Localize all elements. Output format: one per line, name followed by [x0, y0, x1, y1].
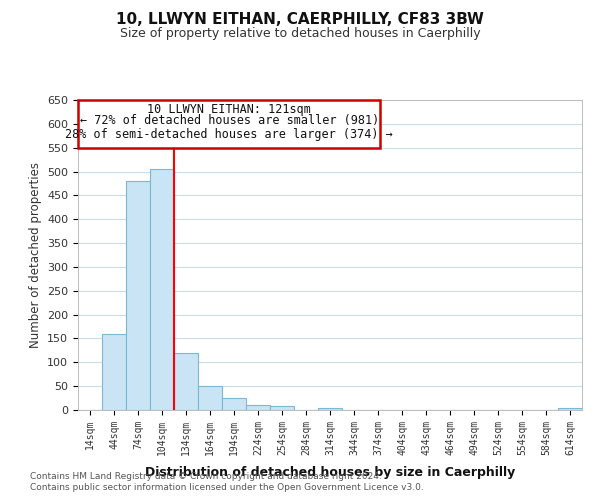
FancyBboxPatch shape	[78, 100, 380, 148]
Text: Size of property relative to detached houses in Caerphilly: Size of property relative to detached ho…	[119, 28, 481, 40]
Bar	[270, 406, 294, 410]
Bar	[174, 353, 198, 410]
Y-axis label: Number of detached properties: Number of detached properties	[29, 162, 41, 348]
Text: Contains HM Land Registry data © Crown copyright and database right 2024.: Contains HM Land Registry data © Crown c…	[30, 472, 382, 481]
Text: Contains public sector information licensed under the Open Government Licence v3: Contains public sector information licen…	[30, 484, 424, 492]
Bar	[318, 408, 342, 410]
Bar	[222, 398, 246, 410]
Bar	[126, 181, 150, 410]
Bar	[198, 386, 222, 410]
Text: 10 LLWYN EITHAN: 121sqm: 10 LLWYN EITHAN: 121sqm	[147, 103, 311, 116]
Bar	[246, 405, 270, 410]
Text: 28% of semi-detached houses are larger (374) →: 28% of semi-detached houses are larger (…	[65, 128, 393, 141]
Bar	[102, 334, 126, 410]
Bar	[558, 408, 582, 410]
X-axis label: Distribution of detached houses by size in Caerphilly: Distribution of detached houses by size …	[145, 466, 515, 479]
Text: 10, LLWYN EITHAN, CAERPHILLY, CF83 3BW: 10, LLWYN EITHAN, CAERPHILLY, CF83 3BW	[116, 12, 484, 28]
Bar	[150, 169, 174, 410]
Text: ← 72% of detached houses are smaller (981): ← 72% of detached houses are smaller (98…	[80, 114, 379, 127]
